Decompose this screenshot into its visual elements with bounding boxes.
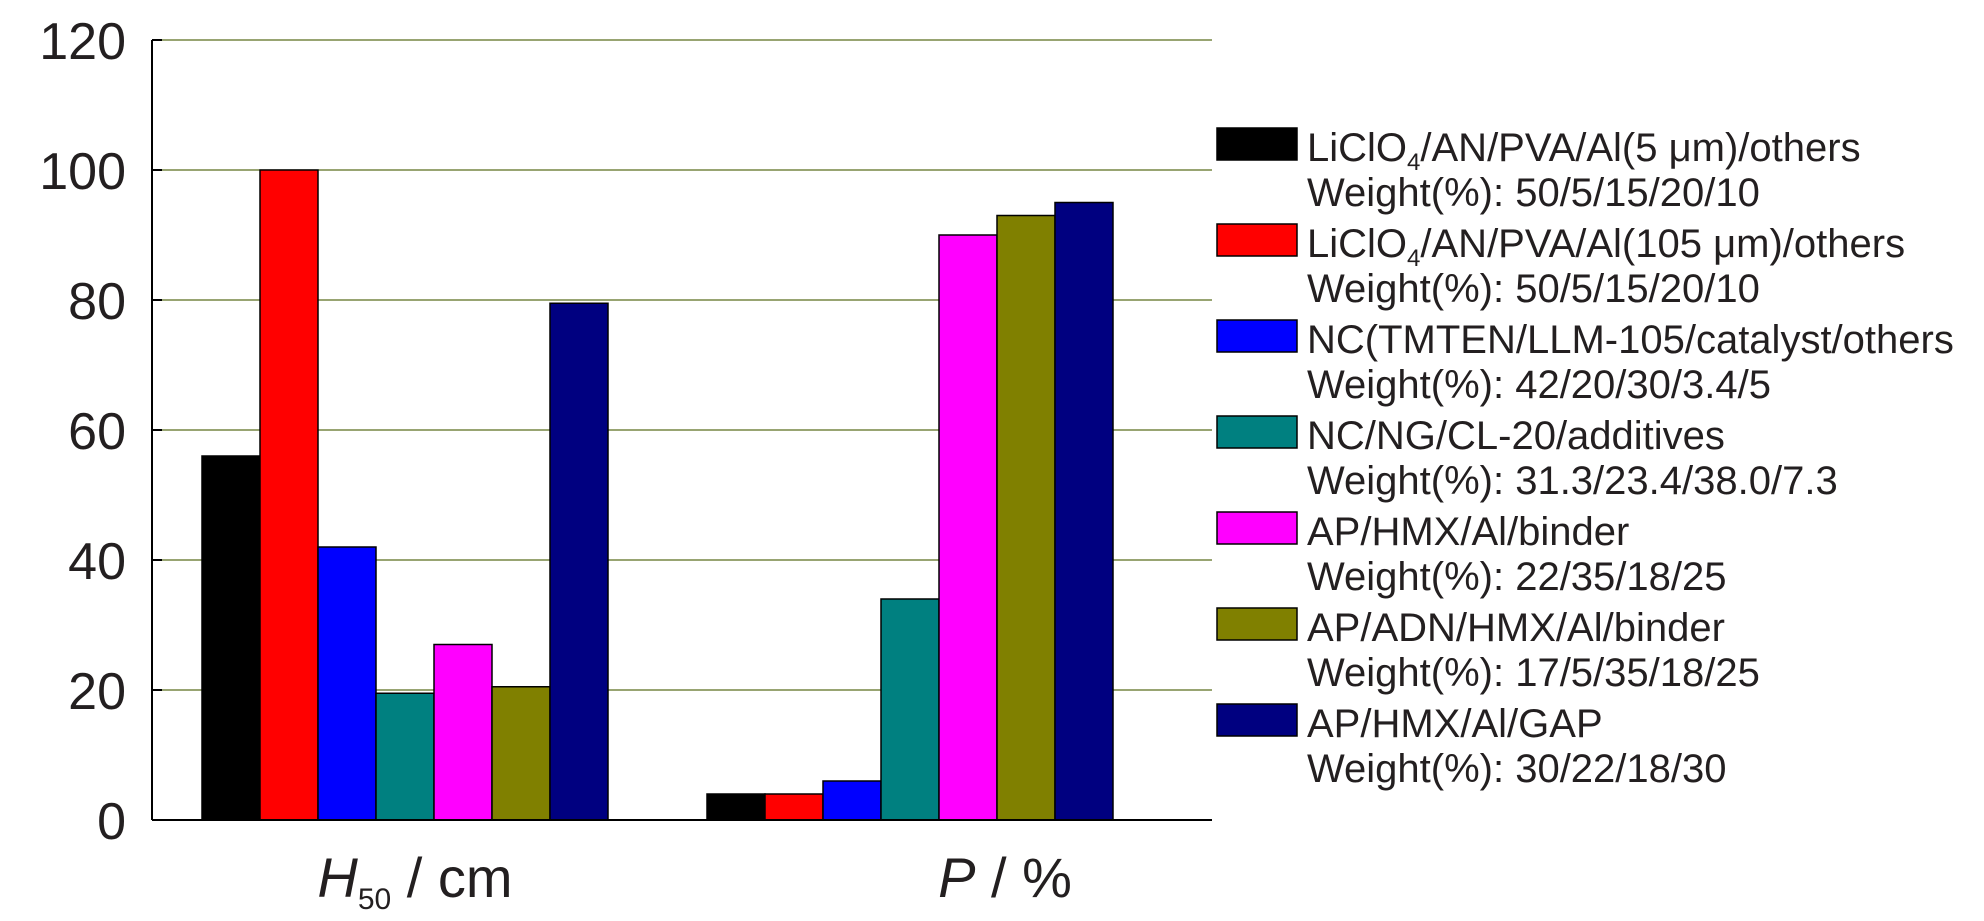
bar-series-1-cat-1 — [201, 455, 261, 821]
y-tick-label-0: 0 — [97, 793, 126, 851]
legend-label-6: AP/ADN/HMX/Al/binder — [1307, 606, 1725, 650]
bar-series-7-cat-1 — [549, 302, 609, 821]
legend-weight-5: Weight(%): 22/35/18/25 — [1307, 555, 1727, 599]
legend-weight-7: Weight(%): 30/22/18/30 — [1307, 747, 1727, 791]
y-tick-label-4: 80 — [68, 273, 126, 331]
bars — [201, 169, 1114, 821]
y-tick-label-5: 100 — [39, 143, 126, 201]
y-tick-label-3: 60 — [68, 403, 126, 461]
bar-series-6-cat-1 — [491, 686, 551, 821]
legend-label-3: NC(TMTEN/LLM-105/catalyst/others — [1307, 318, 1954, 362]
bar-series-1-cat-2 — [706, 793, 766, 821]
legend-label-5: AP/HMX/Al/binder — [1307, 510, 1629, 554]
x-category-labels: H50 / cm P / % — [317, 846, 1071, 916]
bar-series-3-cat-1 — [317, 546, 377, 821]
y-tick-labels: 0 20 40 60 80 100 120 — [39, 13, 126, 851]
x-category-symbol: P — [938, 846, 975, 909]
x-category-symbol: H — [317, 846, 358, 909]
legend-swatch-6 — [1216, 607, 1298, 641]
legend-label-4: NC/NG/CL-20/additives — [1307, 414, 1725, 458]
x-category-unit: / % — [975, 846, 1071, 909]
legend-swatch-3 — [1216, 319, 1298, 353]
x-category-label-1: H50 / cm — [317, 846, 512, 916]
legend-swatch-2 — [1216, 223, 1298, 257]
bar-series-6-cat-2 — [996, 214, 1056, 821]
bar-series-4-cat-1 — [375, 692, 435, 821]
bar-series-4-cat-2 — [880, 598, 940, 821]
x-category-subscript: 50 — [358, 883, 391, 916]
legend-weight-6: Weight(%): 17/5/35/18/25 — [1307, 651, 1760, 695]
y-tick-label-2: 40 — [68, 533, 126, 591]
y-tick-label-1: 20 — [68, 663, 126, 721]
legend-label-1: LiClO4/AN/PVA/Al(5 μm)/others — [1307, 126, 1861, 176]
bar-series-5-cat-2 — [938, 234, 998, 821]
legend-swatch-1 — [1216, 127, 1298, 161]
legend-label-7: AP/HMX/Al/GAP — [1307, 702, 1603, 746]
legend-swatch-4 — [1216, 415, 1298, 449]
y-tick-label-6: 120 — [39, 13, 126, 71]
legend-weight-3: Weight(%): 42/20/30/3.4/5 — [1307, 363, 1771, 407]
bar-series-2-cat-2 — [764, 793, 824, 821]
legend-weight-4: Weight(%): 31.3/23.4/38.0/7.3 — [1307, 459, 1838, 503]
legend-weight-1: Weight(%): 50/5/15/20/10 — [1307, 171, 1760, 215]
axes — [151, 39, 1212, 821]
bar-series-5-cat-1 — [433, 643, 493, 821]
bar-series-7-cat-2 — [1054, 201, 1114, 821]
legend-swatch-5 — [1216, 511, 1298, 545]
x-category-unit: / cm — [391, 846, 512, 909]
bar-series-2-cat-1 — [259, 169, 319, 821]
legend-label-2: LiClO4/AN/PVA/Al(105 μm)/others — [1307, 222, 1905, 272]
legend-swatch-7 — [1216, 703, 1298, 737]
legend: LiClO4/AN/PVA/Al(5 μm)/othersWeight(%): … — [1216, 126, 1954, 791]
bar-series-3-cat-2 — [822, 780, 882, 821]
x-category-label-2: P / % — [938, 846, 1072, 909]
legend-weight-2: Weight(%): 50/5/15/20/10 — [1307, 267, 1760, 311]
